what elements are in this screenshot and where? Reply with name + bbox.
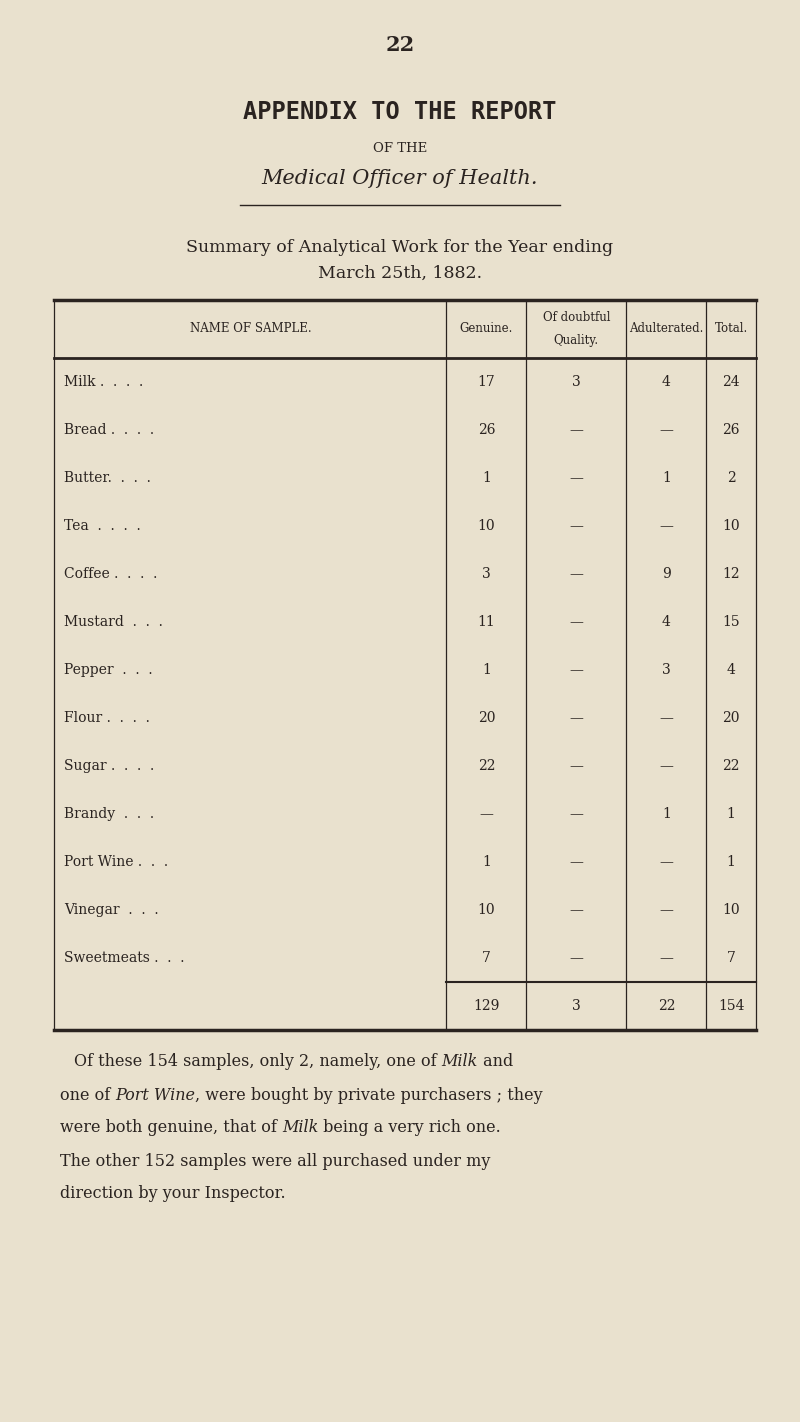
Text: Quality.: Quality. <box>554 334 599 347</box>
Text: —: — <box>570 422 583 437</box>
Text: 15: 15 <box>722 614 740 629</box>
Text: 11: 11 <box>478 614 495 629</box>
Text: Milk: Milk <box>442 1054 478 1071</box>
Text: 3: 3 <box>572 375 581 390</box>
Text: 1: 1 <box>482 855 491 869</box>
Text: —: — <box>659 422 674 437</box>
Text: 10: 10 <box>478 519 495 533</box>
Text: 4: 4 <box>662 375 671 390</box>
Text: Of these 154 samples, only 2, namely, one of: Of these 154 samples, only 2, namely, on… <box>74 1054 442 1071</box>
Text: 1: 1 <box>726 808 736 820</box>
Text: 10: 10 <box>478 903 495 917</box>
Text: 24: 24 <box>722 375 740 390</box>
Text: —: — <box>659 855 674 869</box>
Text: 1: 1 <box>726 855 736 869</box>
Text: 7: 7 <box>482 951 491 966</box>
Text: one of: one of <box>60 1086 115 1103</box>
Text: 9: 9 <box>662 567 670 582</box>
Text: Summary of Analytical Work for the Year ending: Summary of Analytical Work for the Year … <box>186 239 614 256</box>
Text: Port Wine: Port Wine <box>115 1086 195 1103</box>
Text: APPENDIX TO THE REPORT: APPENDIX TO THE REPORT <box>243 100 557 124</box>
Text: 22: 22 <box>478 759 495 774</box>
Text: 4: 4 <box>662 614 671 629</box>
Text: Butter.  .  .  .: Butter. . . . <box>64 471 151 485</box>
Text: —: — <box>570 855 583 869</box>
Text: Adulterated.: Adulterated. <box>630 323 703 336</box>
Text: —: — <box>659 711 674 725</box>
Text: NAME OF SAMPLE.: NAME OF SAMPLE. <box>190 323 311 336</box>
Text: The other 152 samples were all purchased under my: The other 152 samples were all purchased… <box>60 1152 490 1169</box>
Text: —: — <box>659 951 674 966</box>
Text: Milk .  .  .  .: Milk . . . . <box>64 375 143 390</box>
Text: Coffee .  .  .  .: Coffee . . . . <box>64 567 158 582</box>
Text: —: — <box>570 567 583 582</box>
Text: Flour .  .  .  .: Flour . . . . <box>64 711 150 725</box>
Text: direction by your Inspector.: direction by your Inspector. <box>60 1186 286 1203</box>
Text: —: — <box>570 663 583 677</box>
Text: —: — <box>570 519 583 533</box>
Text: 12: 12 <box>722 567 740 582</box>
Text: —: — <box>659 519 674 533</box>
Text: 17: 17 <box>478 375 495 390</box>
Text: 26: 26 <box>478 422 495 437</box>
Text: —: — <box>479 808 494 820</box>
Text: —: — <box>570 903 583 917</box>
Text: Bread .  .  .  .: Bread . . . . <box>64 422 154 437</box>
Text: —: — <box>570 951 583 966</box>
Text: Milk: Milk <box>282 1119 318 1136</box>
Text: 20: 20 <box>478 711 495 725</box>
Text: 3: 3 <box>662 663 670 677</box>
Text: Vinegar  .  .  .: Vinegar . . . <box>64 903 158 917</box>
Text: —: — <box>570 759 583 774</box>
Text: 10: 10 <box>722 903 740 917</box>
Text: Total.: Total. <box>714 323 748 336</box>
Text: OF THE: OF THE <box>373 142 427 155</box>
Text: Tea  .  .  .  .: Tea . . . . <box>64 519 141 533</box>
Text: Brandy  .  .  .: Brandy . . . <box>64 808 154 820</box>
Text: —: — <box>659 759 674 774</box>
Text: —: — <box>570 808 583 820</box>
Text: 1: 1 <box>662 808 671 820</box>
Text: 10: 10 <box>722 519 740 533</box>
Text: 2: 2 <box>727 471 735 485</box>
Text: 4: 4 <box>726 663 736 677</box>
Text: —: — <box>570 471 583 485</box>
Text: 22: 22 <box>658 1000 675 1012</box>
Text: 1: 1 <box>662 471 671 485</box>
Text: Port Wine .  .  .: Port Wine . . . <box>64 855 168 869</box>
Text: —: — <box>659 903 674 917</box>
Text: 154: 154 <box>718 1000 745 1012</box>
Text: and: and <box>478 1054 513 1071</box>
Text: 20: 20 <box>722 711 740 725</box>
Text: —: — <box>570 711 583 725</box>
Text: 3: 3 <box>482 567 490 582</box>
Text: Sugar .  .  .  .: Sugar . . . . <box>64 759 154 774</box>
Text: , were bought by private purchasers ; they: , were bought by private purchasers ; th… <box>195 1086 543 1103</box>
Text: Genuine.: Genuine. <box>460 323 513 336</box>
Text: Of doubtful: Of doubtful <box>542 311 610 324</box>
Text: 1: 1 <box>482 663 491 677</box>
Text: being a very rich one.: being a very rich one. <box>318 1119 501 1136</box>
Text: 7: 7 <box>726 951 736 966</box>
Text: 3: 3 <box>572 1000 581 1012</box>
Text: Sweetmeats .  .  .: Sweetmeats . . . <box>64 951 185 966</box>
Text: March 25th, 1882.: March 25th, 1882. <box>318 264 482 282</box>
Text: 129: 129 <box>474 1000 499 1012</box>
Text: Medical Officer of Health.: Medical Officer of Health. <box>262 168 538 188</box>
Text: 26: 26 <box>722 422 740 437</box>
Text: —: — <box>570 614 583 629</box>
Text: 22: 22 <box>386 36 414 55</box>
Text: 1: 1 <box>482 471 491 485</box>
Text: were both genuine, that of: were both genuine, that of <box>60 1119 282 1136</box>
Text: 22: 22 <box>722 759 740 774</box>
Text: Pepper  .  .  .: Pepper . . . <box>64 663 153 677</box>
Text: Mustard  .  .  .: Mustard . . . <box>64 614 163 629</box>
